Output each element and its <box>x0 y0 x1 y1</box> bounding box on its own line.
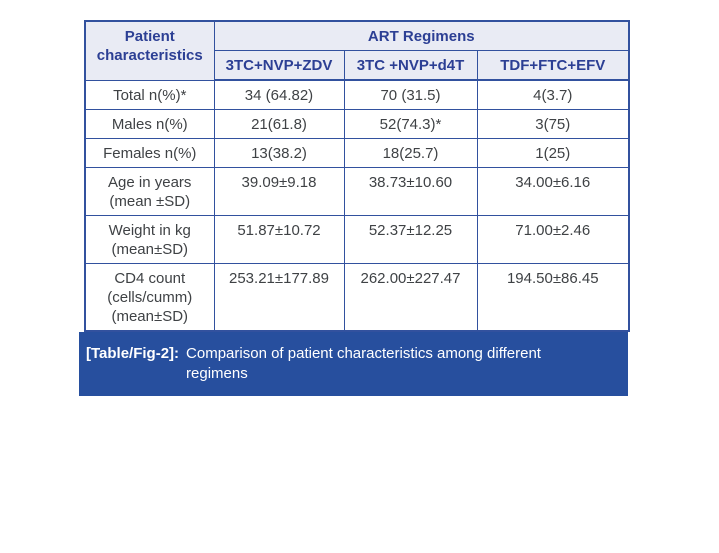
table-figure: Patient characteristics ART Regimens 3TC… <box>79 20 631 396</box>
column-header-regimen-1: 3TC+NVP+ZDV <box>213 50 345 81</box>
table-row: Females n(%) 13(38.2) 18(25.7) 1(25) <box>84 138 630 168</box>
table-row: Males n(%) 21(61.8) 52(74.3)* 3(75) <box>84 109 630 139</box>
value-cell: 52(74.3)* <box>343 109 478 139</box>
caption-label: [Table/Fig-2]: <box>86 345 180 362</box>
value-cell: 21(61.8) <box>213 109 345 139</box>
corner-header-cell: Patient characteristics <box>84 20 215 81</box>
table-row: Weight in kg (mean±SD) 51.87±10.72 52.37… <box>84 215 630 264</box>
group-header-row: Patient characteristics ART Regimens <box>84 20 630 81</box>
table-row: CD4 count (cells/cumm) (mean±SD) 253.21±… <box>84 263 630 332</box>
value-cell: 253.21±177.89 <box>213 263 345 332</box>
value-cell: 1(25) <box>476 138 630 168</box>
value-cell: 38.73±10.60 <box>343 167 478 216</box>
value-cell: 194.50±86.45 <box>476 263 630 332</box>
value-cell: 70 (31.5) <box>343 79 478 110</box>
table-row: Total n(%)* 34 (64.82) 70 (31.5) 4(3.7) <box>84 79 630 110</box>
column-header-regimen-3: TDF+FTC+EFV <box>476 50 630 81</box>
group-header-cell: ART Regimens <box>213 20 630 51</box>
row-label-cell: Weight in kg (mean±SD) <box>84 215 215 264</box>
caption-text: Comparison of patient characteristics am… <box>186 345 541 382</box>
value-cell: 262.00±227.47 <box>343 263 478 332</box>
value-cell: 13(38.2) <box>213 138 345 168</box>
value-cell: 3(75) <box>476 109 630 139</box>
value-cell: 52.37±12.25 <box>343 215 478 264</box>
figure-caption: [Table/Fig-2]: Comparison of patient cha… <box>79 332 628 396</box>
column-header-row: 3TC+NVP+ZDV 3TC +NVP+d4T TDF+FTC+EFV <box>85 50 630 81</box>
row-label-cell: CD4 count (cells/cumm) (mean±SD) <box>84 263 215 332</box>
row-label-cell: Males n(%) <box>84 109 215 139</box>
value-cell: 71.00±2.46 <box>476 215 630 264</box>
value-cell: 34 (64.82) <box>213 79 345 110</box>
value-cell: 4(3.7) <box>476 79 630 110</box>
table-row: Age in years (mean ±SD) 39.09±9.18 38.73… <box>84 167 630 216</box>
row-label-cell: Females n(%) <box>84 138 215 168</box>
value-cell: 34.00±6.16 <box>476 167 630 216</box>
patient-characteristics-table: Patient characteristics ART Regimens 3TC… <box>84 20 631 332</box>
value-cell: 39.09±9.18 <box>213 167 345 216</box>
row-label-cell: Age in years (mean ±SD) <box>84 167 215 216</box>
value-cell: 18(25.7) <box>343 138 478 168</box>
column-header-regimen-2: 3TC +NVP+d4T <box>343 50 478 81</box>
value-cell: 51.87±10.72 <box>213 215 345 264</box>
row-label-cell: Total n(%)* <box>84 79 215 110</box>
